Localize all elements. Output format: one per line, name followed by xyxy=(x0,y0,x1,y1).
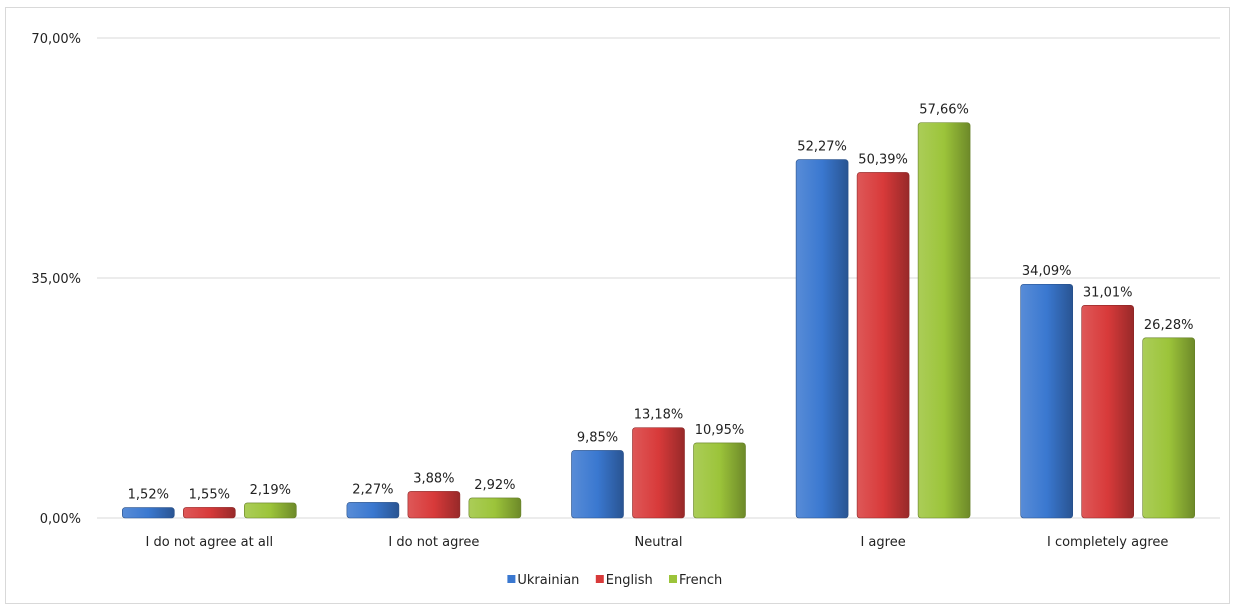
bar-english xyxy=(856,172,910,519)
bar-french xyxy=(1142,337,1195,519)
data-label: 1,52% xyxy=(128,488,169,503)
bar-french xyxy=(693,442,746,519)
legend-label: English xyxy=(606,573,653,588)
bar-ukrainian xyxy=(122,507,175,519)
data-label: 52,27% xyxy=(797,140,847,155)
data-labels: 1,52% 1,55% 2,19% 2,27% 3,88% 2,92% 9,85% 13,18… xyxy=(128,103,1194,503)
bar-ukrainian xyxy=(795,159,849,519)
data-label: 3,88% xyxy=(413,471,454,486)
legend-swatch-french xyxy=(669,575,677,583)
y-tick-label: 35,00% xyxy=(31,272,81,287)
bar-ukrainian xyxy=(346,502,400,519)
bar-french xyxy=(917,122,971,519)
category-label: I agree xyxy=(860,535,905,550)
category-label: I do not agree xyxy=(388,535,479,550)
legend-swatch-english xyxy=(595,575,604,583)
bar-english xyxy=(632,427,685,519)
y-tick-label: 70,00% xyxy=(31,32,81,47)
data-label: 9,85% xyxy=(577,430,618,445)
x-axis-categories: I do not agree at all I do not agree Neutr… xyxy=(146,535,1169,550)
bars xyxy=(122,122,1195,519)
data-label: 2,92% xyxy=(474,478,515,493)
bar-ukrainian xyxy=(571,450,624,519)
y-axis-ticks: 0,00% 35,00% 70,00% xyxy=(31,32,81,527)
bar-english xyxy=(1081,305,1134,519)
data-label: 31,01% xyxy=(1083,285,1133,300)
data-label: 13,18% xyxy=(634,408,684,423)
data-label: 50,39% xyxy=(858,152,908,167)
category-label: I do not agree at all xyxy=(146,535,274,550)
data-label: 57,66% xyxy=(919,103,969,118)
category-label: Neutral xyxy=(635,535,683,550)
bar-french xyxy=(244,502,297,519)
legend: Ukrainian English French xyxy=(507,573,722,588)
data-label: 26,28% xyxy=(1144,318,1194,333)
bar-french xyxy=(468,497,522,519)
bar-ukrainian xyxy=(1020,283,1074,519)
data-label: 2,19% xyxy=(250,483,291,498)
legend-label: French xyxy=(679,573,722,588)
data-label: 1,55% xyxy=(189,487,230,502)
bar-english xyxy=(183,507,236,519)
y-tick-label: 0,00% xyxy=(40,512,81,527)
bar-english xyxy=(407,491,461,519)
data-label: 2,27% xyxy=(352,482,393,497)
data-label: 34,09% xyxy=(1022,264,1072,279)
legend-swatch-ukrainian xyxy=(507,575,516,583)
data-label: 10,95% xyxy=(695,423,745,438)
category-label: I completely agree xyxy=(1047,535,1168,550)
legend-label: Ukrainian xyxy=(517,573,579,588)
